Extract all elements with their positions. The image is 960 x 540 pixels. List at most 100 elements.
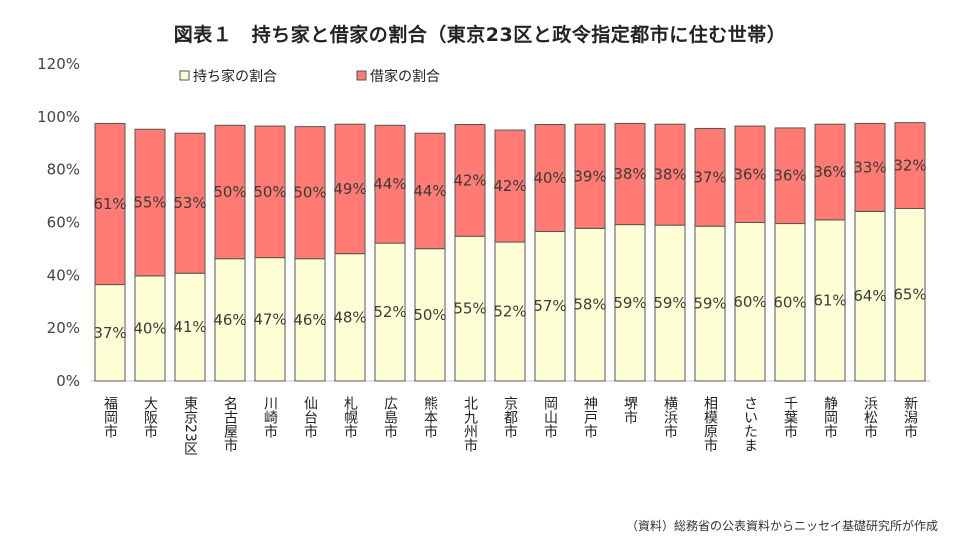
category-label: 川崎市 — [262, 396, 278, 438]
data-label-rent: 50% — [253, 183, 286, 201]
bar-own — [454, 235, 486, 382]
category-label: 岡山市 — [542, 396, 558, 438]
bar-own — [374, 242, 406, 382]
data-label-rent: 42% — [453, 171, 486, 189]
bar-rent — [814, 123, 846, 221]
data-label-rent: 42% — [493, 177, 526, 195]
category-label: 堺市 — [622, 396, 638, 424]
data-label-rent: 40% — [533, 169, 566, 187]
bar-own — [814, 219, 846, 382]
source-note: （資料）総務省の公表資料からニッセイ基礎研究所が作成 — [625, 519, 938, 533]
data-label-own: 47% — [253, 310, 286, 328]
data-label-own: 46% — [213, 311, 246, 329]
legend-label-rent: 借家の割合 — [370, 68, 440, 85]
data-label-rent: 38% — [613, 165, 646, 183]
bar-rent — [694, 127, 726, 227]
category-label: 相模原市 — [702, 396, 718, 452]
data-label-rent: 44% — [413, 182, 446, 200]
data-label-rent: 32% — [893, 157, 926, 175]
data-label-rent: 37% — [693, 168, 726, 186]
y-tick-label: 40% — [47, 266, 80, 284]
y-tick-label: 60% — [47, 214, 80, 232]
data-label-own: 41% — [173, 318, 206, 336]
data-label-rent: 38% — [653, 166, 686, 184]
data-label-own: 60% — [773, 293, 806, 311]
bar-own — [414, 248, 446, 382]
bar-rent — [534, 123, 566, 232]
data-label-own: 61% — [813, 291, 846, 309]
data-label-rent: 36% — [813, 163, 846, 181]
category-label: 東京23区 — [182, 396, 198, 456]
data-label-own: 59% — [613, 294, 646, 312]
bar-rent — [854, 122, 886, 212]
data-label-rent: 39% — [573, 167, 606, 185]
category-label: 福岡市 — [102, 396, 118, 438]
category-label: 札幌市 — [342, 396, 358, 438]
bar-own — [134, 275, 166, 382]
category-label: 北九州市 — [462, 396, 478, 452]
bar-own — [254, 257, 286, 382]
category-label: 新潟市 — [902, 396, 918, 438]
bar-rent — [334, 123, 366, 255]
bar-rent — [174, 132, 206, 274]
bar-rent — [454, 123, 486, 237]
data-label-own: 55% — [453, 300, 486, 318]
bar-own — [654, 224, 686, 382]
bar-own — [894, 207, 926, 382]
bar-own — [774, 223, 806, 382]
legend-swatch-rent — [356, 70, 367, 81]
data-label-rent: 53% — [173, 194, 206, 212]
bar-own — [94, 284, 126, 382]
bar-own — [854, 210, 886, 382]
data-label-own: 59% — [653, 294, 686, 312]
bar-rent — [574, 123, 606, 229]
y-tick-label: 20% — [47, 319, 80, 337]
data-label-rent: 44% — [373, 175, 406, 193]
data-label-own: 58% — [573, 296, 606, 314]
data-label-own: 46% — [293, 311, 326, 329]
data-label-own: 65% — [893, 286, 926, 304]
category-label: 神戸市 — [582, 396, 598, 438]
data-label-rent: 49% — [333, 180, 366, 198]
data-label-rent: 50% — [213, 183, 246, 201]
bar-own — [334, 253, 366, 382]
bar-own — [694, 225, 726, 382]
bar-rent — [614, 122, 646, 226]
bar-rent — [414, 132, 446, 250]
chart-title: 図表１ 持ち家と借家の割合（東京23区と政令指定都市に住む世帯） — [173, 24, 787, 46]
category-label: 広島市 — [382, 396, 398, 438]
category-label: 千葉市 — [782, 396, 798, 438]
y-tick-label: 0% — [56, 372, 80, 390]
bar-rent — [94, 122, 126, 286]
bar-rent — [134, 128, 166, 277]
data-label-rent: 61% — [93, 195, 126, 213]
bar-rent — [254, 125, 286, 259]
y-tick-label: 120% — [37, 55, 80, 73]
bar-rent — [294, 126, 326, 260]
bar-own — [574, 227, 606, 382]
data-label-own: 48% — [333, 308, 366, 326]
data-label-rent: 55% — [133, 194, 166, 212]
bar-rent — [654, 123, 686, 226]
data-label-rent: 50% — [293, 184, 326, 202]
data-label-rent: 36% — [733, 165, 766, 183]
legend-swatch-own — [179, 70, 190, 81]
data-label-own: 57% — [533, 297, 566, 315]
data-label-rent: 33% — [853, 158, 886, 176]
category-label: 静岡市 — [822, 396, 838, 438]
bar-rent — [894, 122, 926, 209]
data-label-own: 60% — [733, 293, 766, 311]
bar-rent — [214, 124, 246, 260]
category-label: 名古屋市 — [222, 396, 238, 452]
bar-rent — [374, 124, 406, 244]
category-label: 大阪市 — [142, 396, 158, 438]
bar-rent — [494, 129, 526, 243]
category-label: さいたま — [742, 396, 758, 452]
y-tick-label: 100% — [37, 108, 80, 126]
bar-own — [174, 272, 206, 382]
category-label: 仙台市 — [302, 396, 318, 438]
data-label-own: 52% — [373, 303, 406, 321]
category-label: 京都市 — [502, 396, 518, 438]
data-label-own: 50% — [413, 306, 446, 324]
